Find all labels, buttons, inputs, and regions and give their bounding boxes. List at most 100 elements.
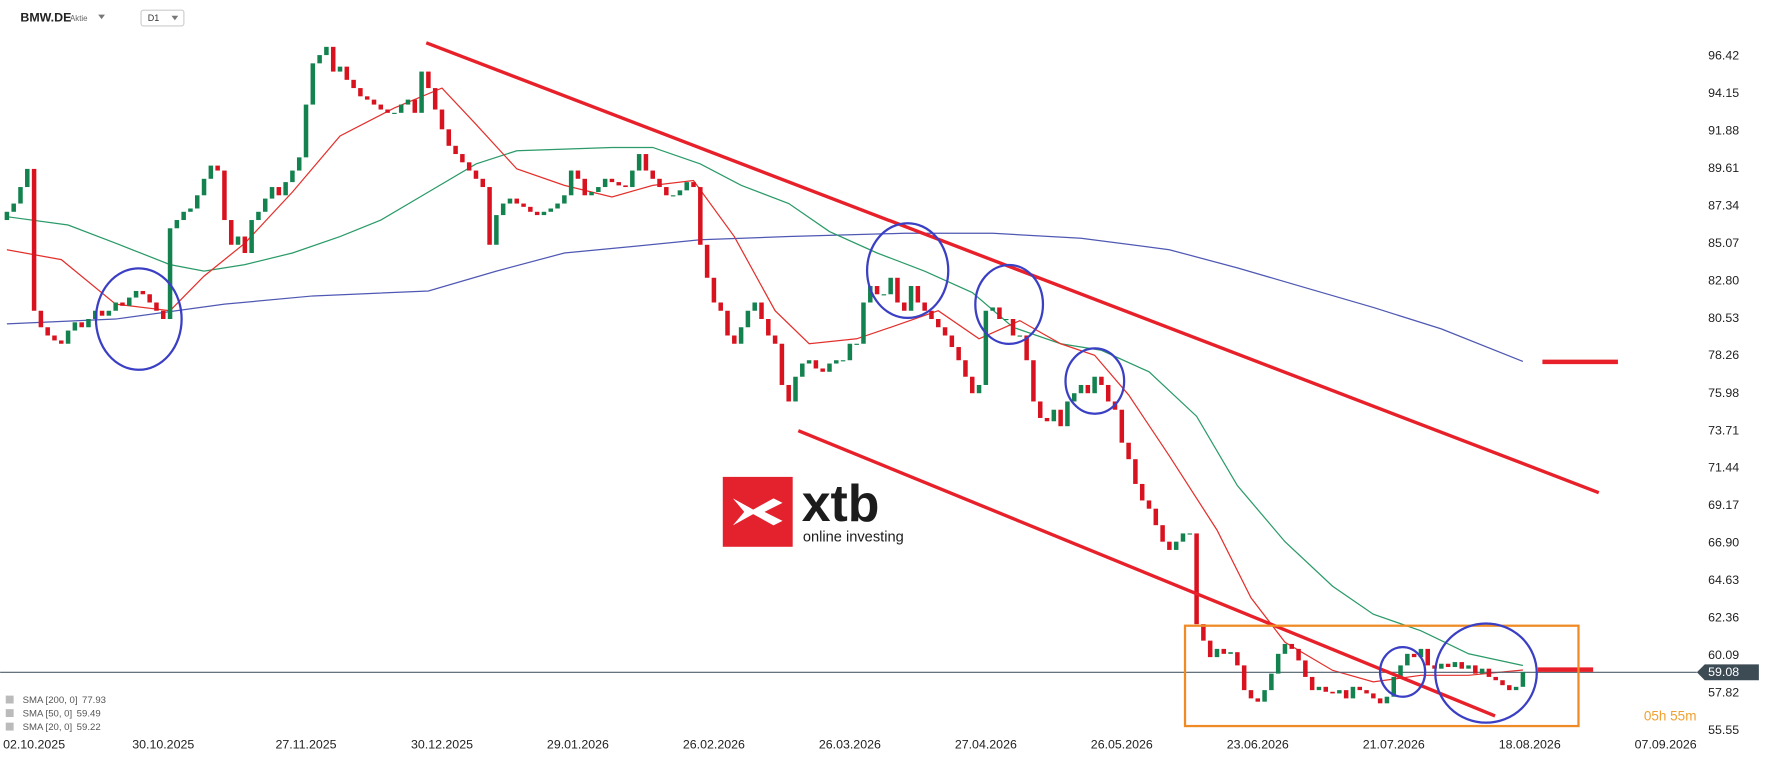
dropdown-arrow[interactable] [98, 14, 105, 20]
candle-body [1024, 335, 1029, 361]
candle-body [1473, 665, 1478, 674]
interval-select[interactable] [140, 9, 185, 27]
candle-body [657, 178, 662, 188]
candle-body [222, 170, 227, 221]
candle-body [915, 286, 921, 303]
candle-body [86, 319, 91, 328]
candle-body [521, 203, 526, 207]
drawings [94, 41, 1618, 728]
candle-body [643, 154, 649, 171]
candle-body [480, 178, 486, 188]
candle-body [167, 228, 173, 320]
candle-body [1391, 676, 1396, 697]
logo-icon [732, 498, 783, 526]
y-tick-label: 91.88 [1708, 124, 1739, 138]
x-tick-label: 30.10.2025 [132, 737, 194, 751]
candle-body [269, 187, 275, 199]
y-tick-label: 96.42 [1708, 49, 1739, 63]
candle-body [466, 162, 472, 171]
candle-body [596, 187, 601, 192]
candle-body [636, 154, 642, 171]
candle-body [609, 178, 615, 183]
candle-body [1303, 660, 1308, 677]
candle-body [446, 129, 452, 146]
sma-line [6, 232, 1524, 363]
candle-body [1003, 319, 1009, 321]
highlight-circle [1434, 622, 1538, 724]
candle-body [1405, 653, 1410, 666]
candle-body [1330, 691, 1335, 694]
candle-body [1513, 686, 1519, 691]
candle-body [385, 109, 390, 113]
candle-body [874, 286, 880, 295]
candle-body [623, 185, 628, 188]
price-label: 59.08 [1708, 665, 1739, 679]
legend: SMA [200, 0] 77.93 SMA [50, 0] 59.49 SMA [20… [5, 695, 106, 733]
candle-body [1160, 525, 1165, 542]
legend-icon [5, 709, 14, 718]
y-tick-label: 69.17 [1708, 498, 1739, 512]
candle-body [453, 145, 458, 155]
candle-body [1092, 376, 1097, 394]
candle-body [1051, 409, 1057, 422]
candle-body [242, 236, 248, 254]
candle-body [473, 170, 479, 179]
candle-body [65, 330, 71, 344]
candle-body [514, 198, 520, 204]
candle-body [1289, 643, 1295, 649]
candle-body [1201, 624, 1206, 641]
candle-body [133, 290, 139, 298]
candle-body [677, 190, 683, 196]
candle-body [568, 170, 574, 196]
legend-value: 77.93 [82, 695, 106, 706]
candle-body [1071, 393, 1077, 402]
x-tick-label: 21.07.2026 [1363, 737, 1425, 751]
candle-body [1337, 690, 1342, 694]
candle-body [800, 363, 805, 377]
candle-body [929, 310, 934, 320]
candle-body [827, 363, 832, 372]
candle-body [344, 66, 350, 80]
candle-body [650, 170, 655, 179]
x-tick-label: 02.10.2025 [3, 737, 65, 751]
candle-body [398, 104, 404, 113]
candle-body [616, 182, 621, 186]
candle-body [718, 302, 723, 311]
candle-body [582, 178, 588, 196]
candle-body [1371, 693, 1376, 699]
candle-body [1031, 360, 1036, 402]
candle-body [432, 88, 438, 110]
candle-body [1459, 662, 1464, 669]
candle-body [296, 157, 302, 171]
candle-body [732, 335, 737, 344]
x-tick-label: 23.06.2026 [1227, 737, 1289, 751]
candle-body [725, 310, 730, 336]
candle-body [820, 368, 825, 372]
candle-body [1479, 668, 1485, 674]
candle-body [908, 286, 914, 311]
candle-body [1282, 643, 1288, 654]
candle-body [371, 99, 377, 105]
y-tick-label: 82.80 [1708, 273, 1739, 287]
highlight-circle [1064, 347, 1126, 415]
logo: xtb online investing [722, 474, 904, 547]
candle-body [358, 88, 363, 97]
y-tick-label: 78.26 [1708, 348, 1739, 362]
candle-body [1085, 384, 1091, 394]
sma-line [6, 87, 1523, 683]
sma-line [6, 146, 1524, 667]
candle-body [1235, 652, 1240, 666]
candle-body [759, 302, 764, 320]
candle-body [500, 203, 506, 216]
candle-body [324, 46, 329, 56]
x-tick-label: 26.05.2026 [1091, 737, 1153, 751]
candle-body [1099, 376, 1104, 385]
candle-body [983, 310, 989, 385]
candle-body [1187, 533, 1193, 535]
candle-body [976, 384, 982, 394]
price-tag [1696, 664, 1759, 681]
candle-body [378, 104, 384, 110]
candle-body [1133, 459, 1138, 484]
candle-body [507, 198, 513, 204]
candle-body [317, 55, 322, 64]
